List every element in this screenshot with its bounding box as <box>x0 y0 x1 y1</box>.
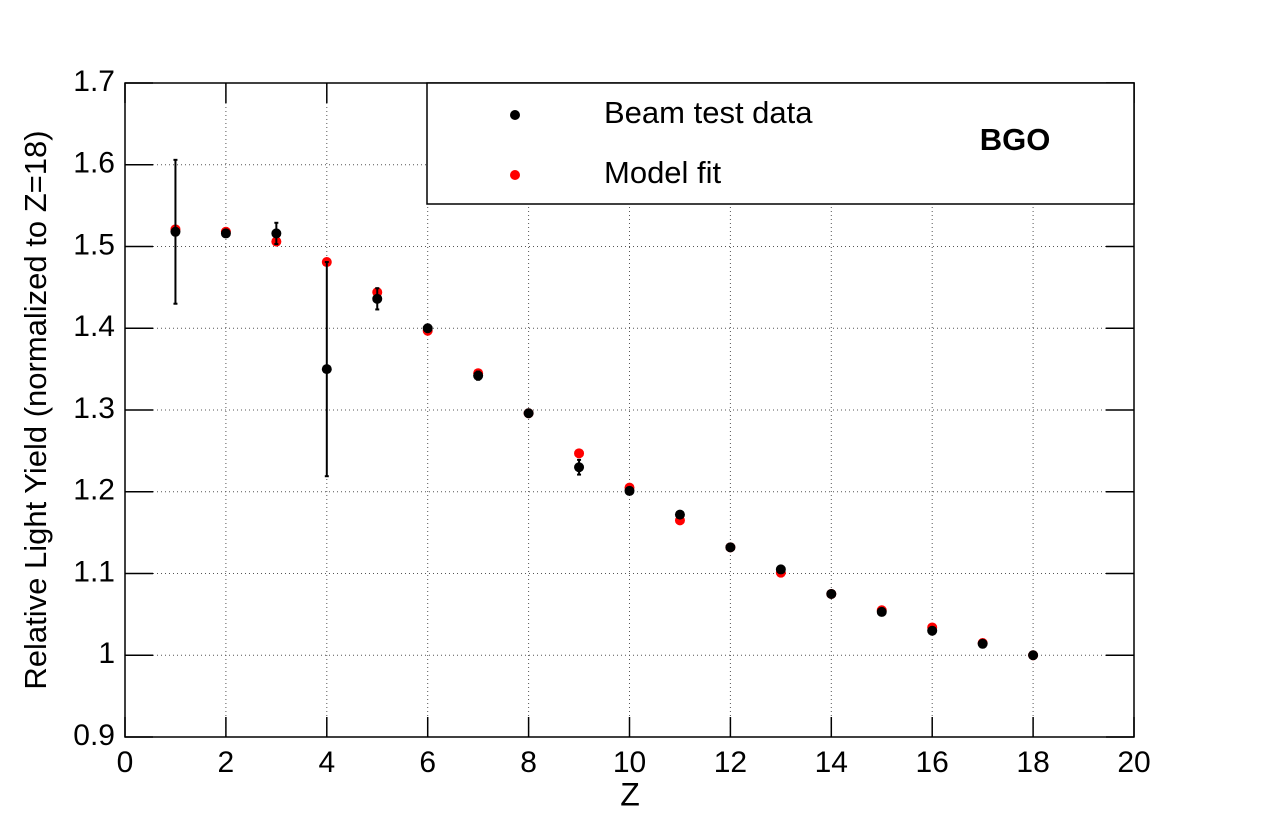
x-tick-label: 20 <box>1117 746 1150 779</box>
data-point <box>473 370 484 381</box>
annotation: BGO <box>980 122 1051 157</box>
x-tick-label: 2 <box>218 746 235 779</box>
x-tick-label: 8 <box>520 746 537 779</box>
data-point <box>977 638 988 649</box>
legend-label: Beam test data <box>604 95 813 130</box>
y-tick-label: 1.2 <box>73 474 115 507</box>
y-axis-title: Relative Light Yield (normalized to Z=18… <box>18 130 53 689</box>
x-tick-label: 0 <box>117 746 134 779</box>
data-point <box>422 323 433 334</box>
data-point <box>927 625 938 636</box>
y-tick-label: 0.9 <box>73 719 115 752</box>
legend-marker <box>510 170 520 180</box>
y-tick-label: 1.5 <box>73 228 115 261</box>
data-point <box>271 228 282 239</box>
data-point <box>574 448 585 459</box>
y-tick-label: 1.7 <box>73 65 115 98</box>
data-point <box>725 542 736 553</box>
x-tick-label: 6 <box>419 746 436 779</box>
x-tick-label: 14 <box>815 746 848 779</box>
x-axis-title: Z <box>620 776 640 812</box>
x-tick-label: 12 <box>714 746 747 779</box>
x-tick-label: 16 <box>916 746 949 779</box>
x-tick-label: 10 <box>613 746 646 779</box>
y-tick-label: 1 <box>98 637 115 670</box>
data-point <box>775 564 786 575</box>
data-point <box>876 606 887 617</box>
data-point <box>372 293 383 304</box>
data-point <box>523 408 534 419</box>
x-tick-label: 18 <box>1016 746 1049 779</box>
legend-label: Model fit <box>604 155 722 190</box>
data-point <box>574 462 585 473</box>
y-tick-label: 1.3 <box>73 392 115 425</box>
data-point <box>321 364 332 375</box>
data-point <box>674 509 685 520</box>
data-point <box>826 588 837 599</box>
data-point <box>1028 650 1039 661</box>
y-tick-label: 1.6 <box>73 147 115 180</box>
y-tick-label: 1.4 <box>73 310 115 343</box>
y-tick-label: 1.1 <box>73 555 115 588</box>
data-point <box>220 228 231 239</box>
x-tick-label: 4 <box>318 746 335 779</box>
legend-box <box>426 82 1135 205</box>
data-point <box>624 485 635 496</box>
data-point <box>170 226 181 237</box>
legend-marker <box>510 110 520 120</box>
